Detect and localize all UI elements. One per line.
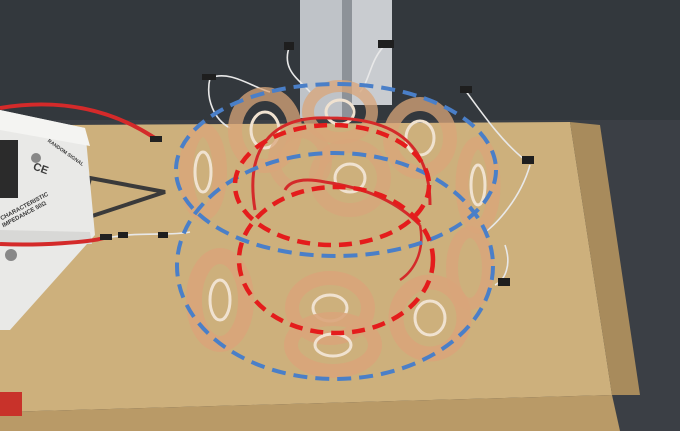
cardboard-side [570,122,640,395]
connector-bottom [100,234,112,240]
cardboard-front [0,395,620,431]
coil-back-left [179,123,227,221]
impedance-device [0,110,95,330]
inner-red-wire-lower [283,178,422,227]
outer-ring-upper [174,82,498,258]
red-tape [0,392,22,416]
coil-front-far-right [446,226,494,310]
coil-back-right [455,136,501,234]
outer-ring-lower [175,151,495,381]
connector-top [150,136,162,142]
metal-leg-gap [342,0,352,118]
coil-array [179,80,501,378]
wire-clips [118,40,534,286]
inner-red-wire-tail [399,224,423,282]
red-lead-top [0,102,160,142]
inner-ring-lower [236,184,436,336]
red-lead-bottom [0,236,105,247]
inner-ring-upper [232,122,432,248]
